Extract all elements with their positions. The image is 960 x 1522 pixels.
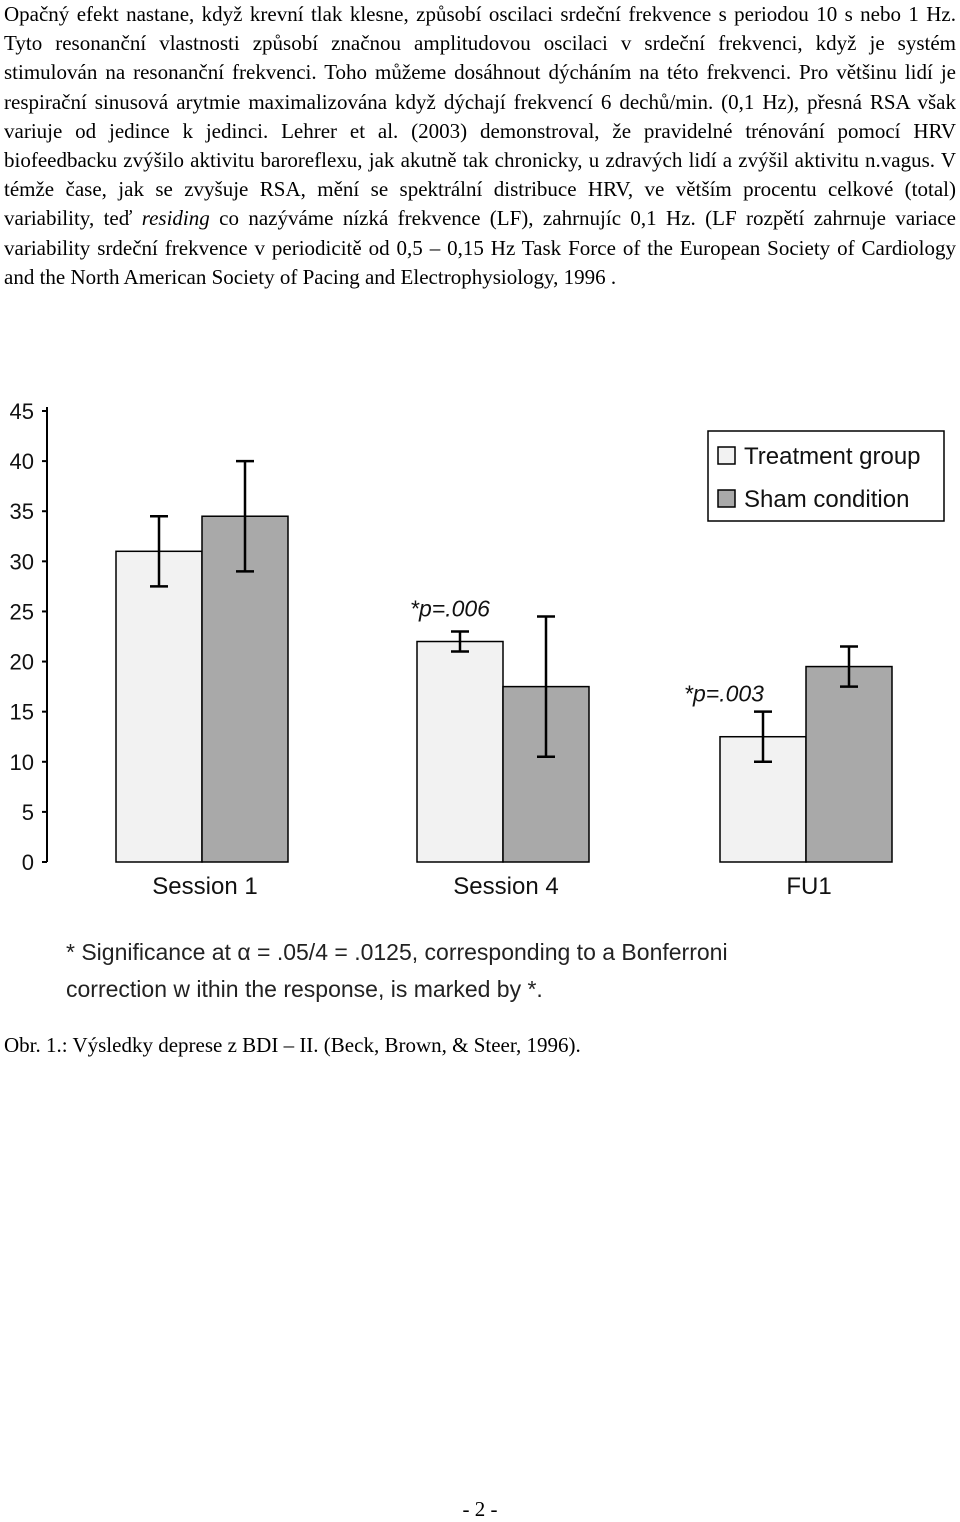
y-tick-label: 30 bbox=[10, 549, 34, 574]
y-tick-label: 40 bbox=[10, 449, 34, 474]
paragraph-text-before: Opačný efekt nastane, když krevní tlak k… bbox=[4, 2, 956, 231]
y-tick-label: 45 bbox=[10, 399, 34, 424]
body-paragraph: Opačný efekt nastane, když krevní tlak k… bbox=[4, 0, 956, 292]
significance-annotation: *p=.003 bbox=[684, 681, 764, 707]
bar bbox=[805, 665, 893, 863]
legend-swatch bbox=[717, 489, 736, 508]
paragraph-italic-word: residing bbox=[141, 206, 210, 231]
bar bbox=[115, 550, 203, 863]
page-number: - 2 - bbox=[462, 1497, 498, 1521]
y-tick-label: 10 bbox=[10, 750, 34, 775]
x-category-label: FU1 bbox=[786, 873, 831, 900]
y-tick-label: 20 bbox=[10, 650, 34, 675]
bar bbox=[201, 515, 289, 863]
bar bbox=[416, 640, 504, 863]
figure-footnote-line-2: correction w ithin the response, is mark… bbox=[66, 976, 543, 1002]
legend-label: Sham condition bbox=[744, 486, 909, 513]
legend-box bbox=[707, 430, 945, 522]
legend-label: Treatment group bbox=[744, 443, 921, 470]
x-category-label: Session 4 bbox=[453, 873, 558, 900]
legend-swatch bbox=[717, 446, 736, 465]
x-category-label: Session 1 bbox=[152, 873, 257, 900]
figure-footnote-line-1: * Significance at α = .05/4 = .0125, cor… bbox=[66, 939, 728, 965]
significance-annotation: *p=.006 bbox=[410, 595, 490, 621]
y-tick-label: 5 bbox=[22, 800, 34, 825]
y-tick-label: 0 bbox=[22, 850, 34, 875]
bar-chart: 0 5 10 15 20 25 30 35 40 45 Session 1 Session 4 FU1… bbox=[10, 399, 945, 900]
paragraph-text-after: co nazýváme nízká frekvence (LF), zahrnu… bbox=[4, 206, 956, 289]
y-tick-label: 35 bbox=[10, 499, 34, 524]
y-tick-label: 15 bbox=[10, 700, 34, 725]
figure-caption: Obr. 1.: Výsledky deprese z BDI – II. (B… bbox=[4, 1033, 581, 1057]
y-tick-label: 25 bbox=[10, 599, 34, 624]
